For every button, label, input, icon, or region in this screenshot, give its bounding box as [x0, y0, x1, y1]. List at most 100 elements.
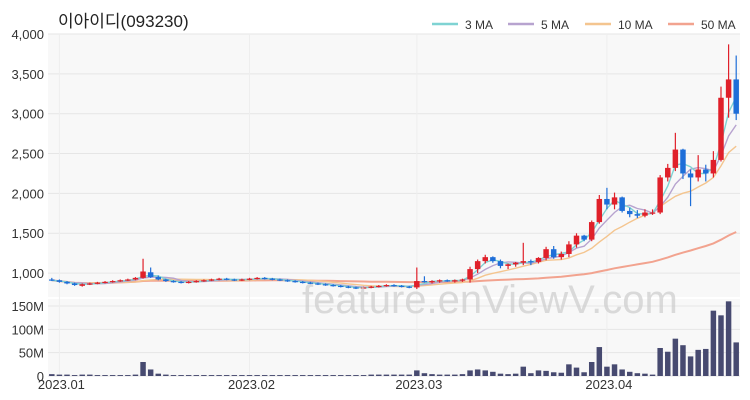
candle-body	[345, 286, 352, 288]
candle-body	[573, 235, 580, 245]
candlestick	[56, 279, 63, 283]
candlestick	[535, 257, 542, 264]
candlestick	[239, 278, 245, 282]
date-tick-label: 2023.01	[38, 377, 85, 392]
candlestick	[528, 259, 534, 266]
volume-bar	[322, 375, 329, 376]
candle-body	[733, 79, 739, 114]
candlestick	[687, 169, 694, 207]
candlestick	[109, 280, 116, 283]
candlestick	[292, 280, 298, 283]
candlestick	[201, 279, 207, 282]
candle-body	[725, 79, 732, 98]
candle-body	[444, 280, 450, 282]
date-tick-label: 2023.03	[395, 377, 442, 392]
volume-bar	[261, 375, 268, 376]
volume-bar	[649, 374, 656, 376]
candle-body	[672, 149, 679, 168]
volume-bar	[185, 375, 192, 376]
volume-bar	[193, 375, 200, 376]
volume-bar	[558, 372, 565, 376]
volume-bars	[49, 301, 739, 376]
candle-body	[193, 281, 200, 283]
candlestick	[573, 233, 580, 248]
candle-body	[185, 281, 192, 284]
volume-bar	[429, 374, 435, 376]
candlestick	[626, 207, 633, 218]
candle-body	[71, 283, 78, 286]
candle-body	[360, 287, 367, 289]
volume-bar	[330, 375, 336, 376]
volume-tick-label: 50M	[19, 346, 44, 361]
candlestick	[566, 241, 572, 258]
candlestick	[672, 132, 679, 172]
volume-bar	[619, 369, 625, 376]
volume-bar	[71, 375, 78, 376]
candle-body	[558, 253, 565, 258]
volume-bar	[718, 315, 724, 376]
volume-bar	[543, 370, 549, 376]
candle-body	[155, 277, 162, 280]
volume-bar	[178, 375, 184, 376]
candlestick	[421, 276, 428, 283]
volume-tick-label: 100M	[11, 322, 44, 337]
candle-body	[269, 278, 276, 280]
candle-body	[459, 279, 466, 281]
price-tick-label: 4,000	[11, 27, 44, 42]
candlestick	[193, 280, 200, 283]
candle-body	[482, 257, 488, 262]
volume-bar	[680, 345, 686, 376]
candlestick	[178, 281, 184, 284]
date-tick-label: 2023.02	[228, 377, 275, 392]
volume-bar	[482, 370, 488, 376]
candlestick	[444, 279, 450, 282]
candle-body	[406, 286, 412, 288]
candlestick	[710, 151, 717, 178]
candle-body	[246, 278, 253, 280]
legend-label-0: 3 MA	[465, 18, 493, 32]
volume-bar	[505, 374, 511, 376]
candle-body	[117, 280, 123, 282]
candle-body	[611, 197, 618, 205]
candlestick	[619, 196, 625, 213]
candlestick	[383, 284, 390, 287]
candle-body	[429, 281, 435, 283]
volume-bar	[725, 301, 732, 376]
candle-body	[550, 249, 557, 258]
candlestick	[284, 279, 291, 282]
candle-body	[497, 261, 504, 266]
volume-bar	[102, 375, 108, 376]
volume-bar	[467, 370, 473, 376]
candlestick	[459, 278, 466, 282]
volume-bar	[315, 375, 321, 376]
volume-bar	[459, 374, 466, 376]
volume-bar	[512, 373, 519, 376]
volume-bar	[269, 375, 276, 376]
volume-bar	[550, 372, 557, 376]
watermark: feature.enViewV.com	[302, 278, 678, 322]
candlestick	[254, 277, 260, 280]
candle-body	[703, 169, 709, 174]
candlestick	[543, 246, 549, 261]
volume-bar	[452, 374, 458, 376]
volume-bar	[125, 375, 131, 376]
volume-bar	[170, 375, 177, 376]
candle-body	[680, 149, 686, 174]
candle-body	[49, 279, 55, 281]
volume-bar	[497, 373, 504, 376]
candle-body	[292, 281, 298, 283]
volume-bar	[64, 374, 70, 376]
volume-bar	[626, 371, 633, 376]
candlestick	[300, 281, 306, 284]
volume-bar	[436, 374, 443, 376]
candlestick	[581, 234, 587, 242]
volume-bar	[307, 375, 314, 376]
candlestick	[132, 277, 139, 281]
candlestick	[452, 279, 458, 283]
volume-bar	[216, 375, 222, 376]
volume-bar	[535, 370, 542, 376]
candlestick	[223, 277, 230, 281]
candlestick	[512, 261, 519, 267]
volume-bar	[284, 375, 291, 376]
